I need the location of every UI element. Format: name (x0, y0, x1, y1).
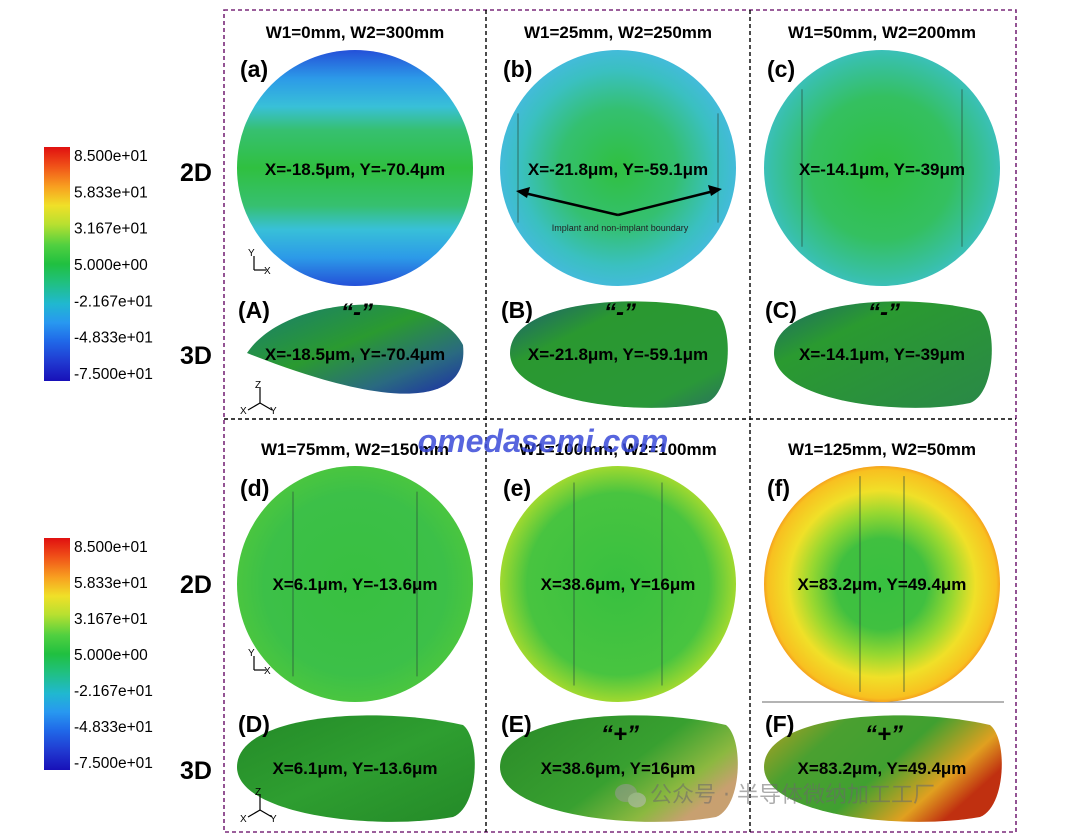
panel-value-2d: X=-14.1μm, Y=-39μm (799, 160, 965, 179)
axis-label-z-bottom: Z (255, 787, 261, 798)
axis-triad-3d-top (247, 388, 273, 411)
axis-label-x-bottom: X (264, 666, 271, 677)
wafer-3d-warpage (500, 715, 738, 822)
wafer-3d-warpage (247, 304, 464, 394)
panel-label-3d: (E) (501, 711, 532, 737)
colorbar-tick-label: 5.000e+00 (74, 257, 148, 274)
panel-title: W1=75mm, W2=150mm (261, 440, 449, 459)
panel-grid-frame (223, 9, 1017, 833)
panel-title: W1=50mm, W2=200mm (788, 23, 976, 42)
boundary-annotation: Implant and non-implant boundary (516, 185, 722, 233)
colorbar-tick-label: 5.000e+00 (74, 647, 148, 664)
panel-value-3d: X=-14.1μm, Y=-39μm (799, 345, 965, 364)
panel-value-3d: X=38.6μm, Y=16μm (541, 759, 696, 778)
axis-triad-3d-bottom (247, 795, 273, 818)
axis-label-y-top: Y (248, 248, 255, 259)
wafer-2d-map (237, 466, 473, 702)
panel-value-3d: X=-21.8μm, Y=-59.1μm (528, 345, 708, 364)
colorbar-tick-label: -7.500e+01 (74, 366, 153, 383)
panel-label-3d: (D) (238, 711, 270, 737)
colorbar-tick-label: 5.833e+01 (74, 184, 148, 201)
axis-label-x3-top: X (240, 406, 247, 417)
colorbar-tick-label: 8.500e+01 (74, 148, 148, 165)
wafer-2d-map (764, 50, 1000, 286)
row-label-3d-bottom: 3D (180, 757, 212, 785)
row-label-2d-bottom: 2D (180, 571, 212, 599)
panel-a: W1=0mm, W2=300mm (a) X=-18.5μm, Y=-70.4μm (… (237, 23, 473, 394)
panel-value-2d: X=38.6μm, Y=16μm (541, 575, 696, 594)
wafer-3d-warpage (774, 301, 992, 408)
axis-label-y3-bottom: Y (270, 814, 277, 825)
panel-value-3d: X=6.1μm, Y=-13.6μm (272, 759, 437, 778)
panel-title: W1=125mm, W2=50mm (788, 440, 976, 459)
warpage-sign-label: “-” (341, 299, 373, 326)
row-label-3d-top: 3D (180, 342, 212, 370)
panel-title: W1=100mm, W2=100mm (519, 440, 717, 459)
warpage-sign-label: “-” (604, 299, 636, 326)
axis-label-z-top: Z (255, 380, 261, 391)
warpage-sign-label: “+” (601, 721, 639, 748)
wechat-text: 公众号 · 半导体微纳加工工厂 (650, 783, 935, 808)
warpage-sign-label: “+” (865, 721, 903, 748)
wechat-watermark: 公众号 · 半导体微纳加工工厂 (615, 783, 935, 808)
panel-label-3d: (B) (501, 297, 533, 323)
axis-label-x3-bottom: X (240, 814, 247, 825)
panel-label-2d: (d) (240, 475, 269, 501)
panel-label-2d: (c) (767, 56, 795, 82)
wafer-2d-map (764, 466, 1000, 702)
panel-label-2d: (e) (503, 475, 531, 501)
colorbar-bottom: 8.500e+01 5.833e+01 3.167e+01 5.000e+00 -2.1… (44, 538, 153, 772)
colorbar-tick-label: -4.833e+01 (74, 719, 153, 736)
panel-d: W1=75mm, W2=150mm (d) X=6.1μm, Y=-13.6μm (D… (237, 440, 475, 822)
wafer-2d-map (500, 50, 736, 286)
panel-label-2d: (a) (240, 56, 268, 82)
wafer-3d-warpage (237, 715, 475, 822)
panel-label-3d: (F) (765, 711, 794, 737)
panel-value-2d: X=-21.8μm, Y=-59.1μm (528, 160, 708, 179)
wafer-3d-warpage (510, 301, 728, 408)
panel-label-2d: (b) (503, 56, 532, 82)
panel-value-2d: X=-18.5μm, Y=-70.4μm (265, 160, 445, 179)
panel-c: W1=50mm, W2=200mm (c) X=-14.1μm, Y=-39μm (C… (764, 23, 1000, 408)
watermark-text: omedasemi.com (418, 423, 669, 459)
colorbar-tick-label: -4.833e+01 (74, 330, 153, 347)
panel-b: W1=25mm, W2=250mm (b) X=-21.8μm, Y=-59.1μm… (500, 23, 736, 408)
panel-value-2d: X=83.2μm, Y=49.4μm (798, 575, 967, 594)
colorbar-tick-label: -2.167e+01 (74, 293, 153, 310)
wechat-icon (615, 784, 646, 808)
panel-e: W1=100mm, W2=100mm (e) X=38.6μm, Y=16μm (E)… (500, 440, 738, 822)
wafer-3d-warpage (764, 715, 1002, 822)
panel-label-3d: (C) (765, 297, 797, 323)
boundary-annotation-text: Implant and non-implant boundary (552, 223, 689, 233)
axis-triad-2d-top (253, 256, 266, 271)
colorbar-tick-label: 8.500e+01 (74, 539, 148, 556)
colorbar-tick-label: -7.500e+01 (74, 755, 153, 772)
panel-title: W1=25mm, W2=250mm (524, 23, 712, 42)
panel-label-2d: (f) (767, 475, 790, 501)
axis-label-y3-top: Y (270, 406, 277, 417)
colorbar-tick-label: -2.167e+01 (74, 683, 153, 700)
panel-label-3d: (A) (238, 297, 270, 323)
axis-label-x-top: X (264, 266, 271, 277)
panel-f: W1=125mm, W2=50mm (f) X=83.2μm, Y=49.4μm (F… (764, 440, 1002, 822)
axis-triad-2d-bottom (253, 656, 266, 671)
warpage-sign-label: “-” (868, 299, 900, 326)
colorbar-tick-label: 3.167e+01 (74, 611, 148, 628)
panel-value-2d: X=6.1μm, Y=-13.6μm (272, 575, 437, 594)
panel-value-3d: X=83.2μm, Y=49.4μm (798, 759, 967, 778)
colorbar-top: 8.500e+01 5.833e+01 3.167e+01 5.000e+00 -2.1… (44, 147, 153, 383)
colorbar-tick-label: 3.167e+01 (74, 221, 148, 238)
panel-title: W1=0mm, W2=300mm (266, 23, 445, 42)
row-label-2d-top: 2D (180, 159, 212, 187)
wafer-2d-map (237, 50, 473, 286)
colorbar-tick-label: 5.833e+01 (74, 575, 148, 592)
wafer-2d-map (500, 466, 736, 702)
axis-label-y-bottom: Y (248, 648, 255, 659)
panel-value-3d: X=-18.5μm, Y=-70.4μm (265, 345, 445, 364)
